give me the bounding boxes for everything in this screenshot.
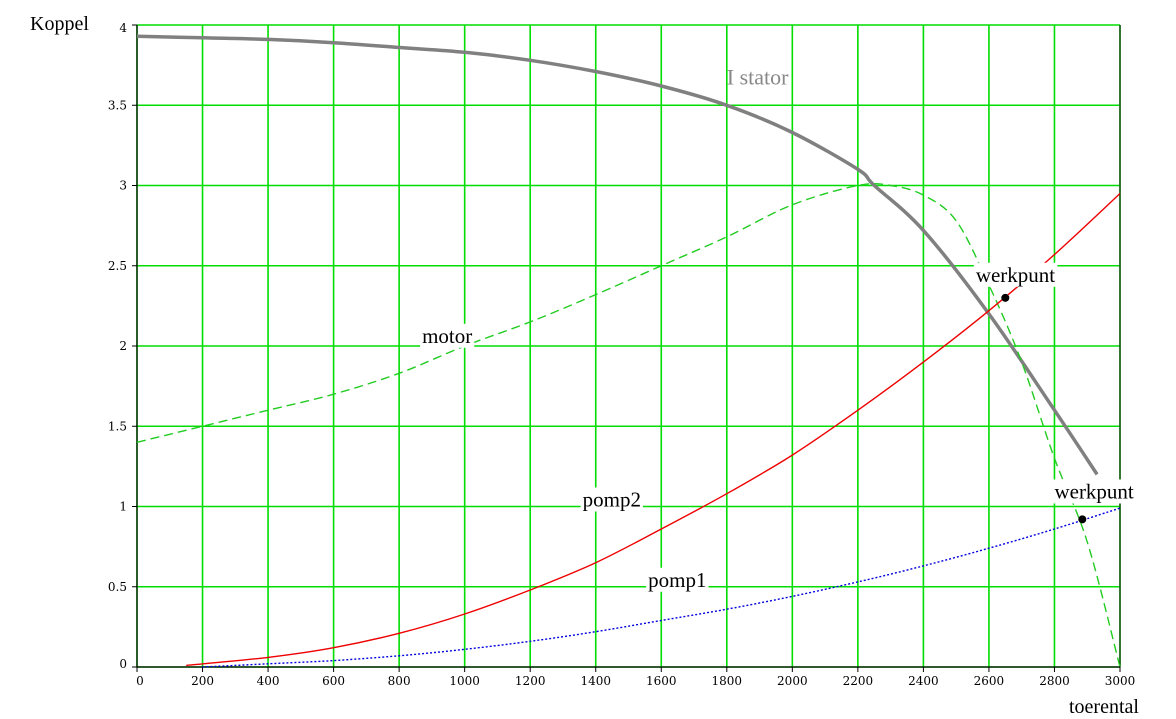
werkpunt-marker-2 <box>1078 515 1087 524</box>
y-tick-label-6: 3 <box>119 179 127 193</box>
x-tick-label-15: 3000 <box>1105 674 1136 688</box>
operating-points <box>1001 293 1087 524</box>
annotation-motor-2: motor <box>422 324 472 348</box>
annotation-bg-6 <box>1052 479 1136 504</box>
tick-labels: 0 200 400 600 800 1000 1200 1400 1600 1800 2000 220… <box>108 21 1135 688</box>
y-axis-title: Koppel <box>30 13 89 35</box>
annotations: I stator motor pomp2 pomp1 werkpunt werkpunt <box>420 64 1136 592</box>
x-axis-title: toerental <box>1069 696 1139 718</box>
x-tick-label-0: 0 <box>136 674 144 688</box>
x-tick-label-7: 1400 <box>580 674 611 688</box>
annotation-bg-5 <box>973 262 1058 287</box>
x-tick-label-1: 200 <box>191 674 214 688</box>
series-line-i-stator <box>136 34 1099 476</box>
series-line-motor <box>136 182 1121 668</box>
x-tick-label-9: 1800 <box>712 674 743 688</box>
series-line-pomp2 <box>186 192 1121 667</box>
x-tick-label-14: 2800 <box>1039 674 1070 688</box>
annotation-pomp1-4: pomp1 <box>648 568 706 592</box>
werkpunt-marker-1 <box>1001 293 1010 302</box>
x-tick-label-5: 1000 <box>449 674 480 688</box>
x-tick-label-6: 1200 <box>515 674 546 688</box>
series <box>136 34 1121 668</box>
x-tick-label-2: 400 <box>257 674 280 688</box>
y-tick-label-8: 4 <box>119 21 127 35</box>
y-tick-label-0: 0 <box>119 657 127 671</box>
y-tick-label-2: 1 <box>119 500 127 514</box>
x-tick-label-13: 2600 <box>974 674 1005 688</box>
y-tick-label-1: 0.5 <box>108 580 127 594</box>
axes <box>132 24 1121 672</box>
grid <box>136 24 1121 668</box>
annotation-bg-4 <box>646 567 709 592</box>
x-tick-label-10: 2000 <box>777 674 808 688</box>
x-tick-label-8: 1600 <box>646 674 677 688</box>
y-tick-label-7: 3.5 <box>108 98 127 112</box>
y-tick-label-3: 1.5 <box>108 419 127 433</box>
x-tick-label-11: 2200 <box>843 674 874 688</box>
y-tick-label-5: 2.5 <box>108 259 127 273</box>
annotation-i-stator-1: I stator <box>727 64 789 89</box>
series-line-pomp1 <box>202 507 1121 668</box>
annotation-bg-3 <box>580 487 643 512</box>
x-tick-label-12: 2400 <box>908 674 939 688</box>
annotation-pomp2-3: pomp2 <box>583 488 641 512</box>
x-tick-label-4: 800 <box>388 674 411 688</box>
x-tick-label-3: 600 <box>322 674 345 688</box>
annotation-bg-2 <box>420 323 475 348</box>
annotation-werkpunt-5: werkpunt <box>976 263 1055 287</box>
annotation-werkpunt-6: werkpunt <box>1054 479 1133 503</box>
y-tick-label-4: 2 <box>119 339 127 353</box>
